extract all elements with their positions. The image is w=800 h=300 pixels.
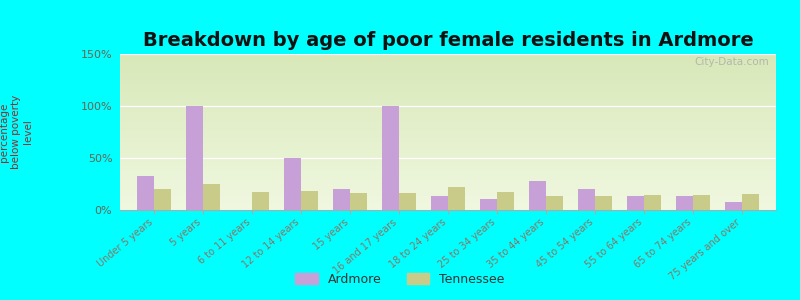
Bar [595, 196, 612, 210]
Bar [284, 158, 301, 210]
Bar [578, 189, 595, 210]
Bar [399, 194, 416, 210]
Bar [480, 199, 497, 210]
Bar [137, 176, 154, 210]
Bar [529, 181, 546, 210]
Text: City-Data.com: City-Data.com [694, 57, 770, 67]
Text: percentage
below poverty
level: percentage below poverty level [0, 95, 33, 169]
Bar [154, 189, 171, 210]
Bar [301, 191, 318, 210]
Bar [252, 192, 270, 210]
Bar [742, 194, 759, 210]
Bar [382, 106, 399, 210]
Bar [676, 196, 693, 210]
Bar [186, 106, 203, 210]
Bar [350, 194, 367, 210]
Legend: Ardmore, Tennessee: Ardmore, Tennessee [290, 268, 510, 291]
Bar [333, 189, 350, 210]
Bar [546, 196, 563, 210]
Bar [693, 195, 710, 210]
Bar [497, 192, 514, 210]
Bar [431, 196, 448, 210]
Bar [644, 195, 661, 210]
Bar [725, 202, 742, 210]
Title: Breakdown by age of poor female residents in Ardmore: Breakdown by age of poor female resident… [142, 31, 754, 50]
Bar [203, 184, 220, 210]
Bar [626, 196, 644, 210]
Bar [448, 187, 465, 210]
